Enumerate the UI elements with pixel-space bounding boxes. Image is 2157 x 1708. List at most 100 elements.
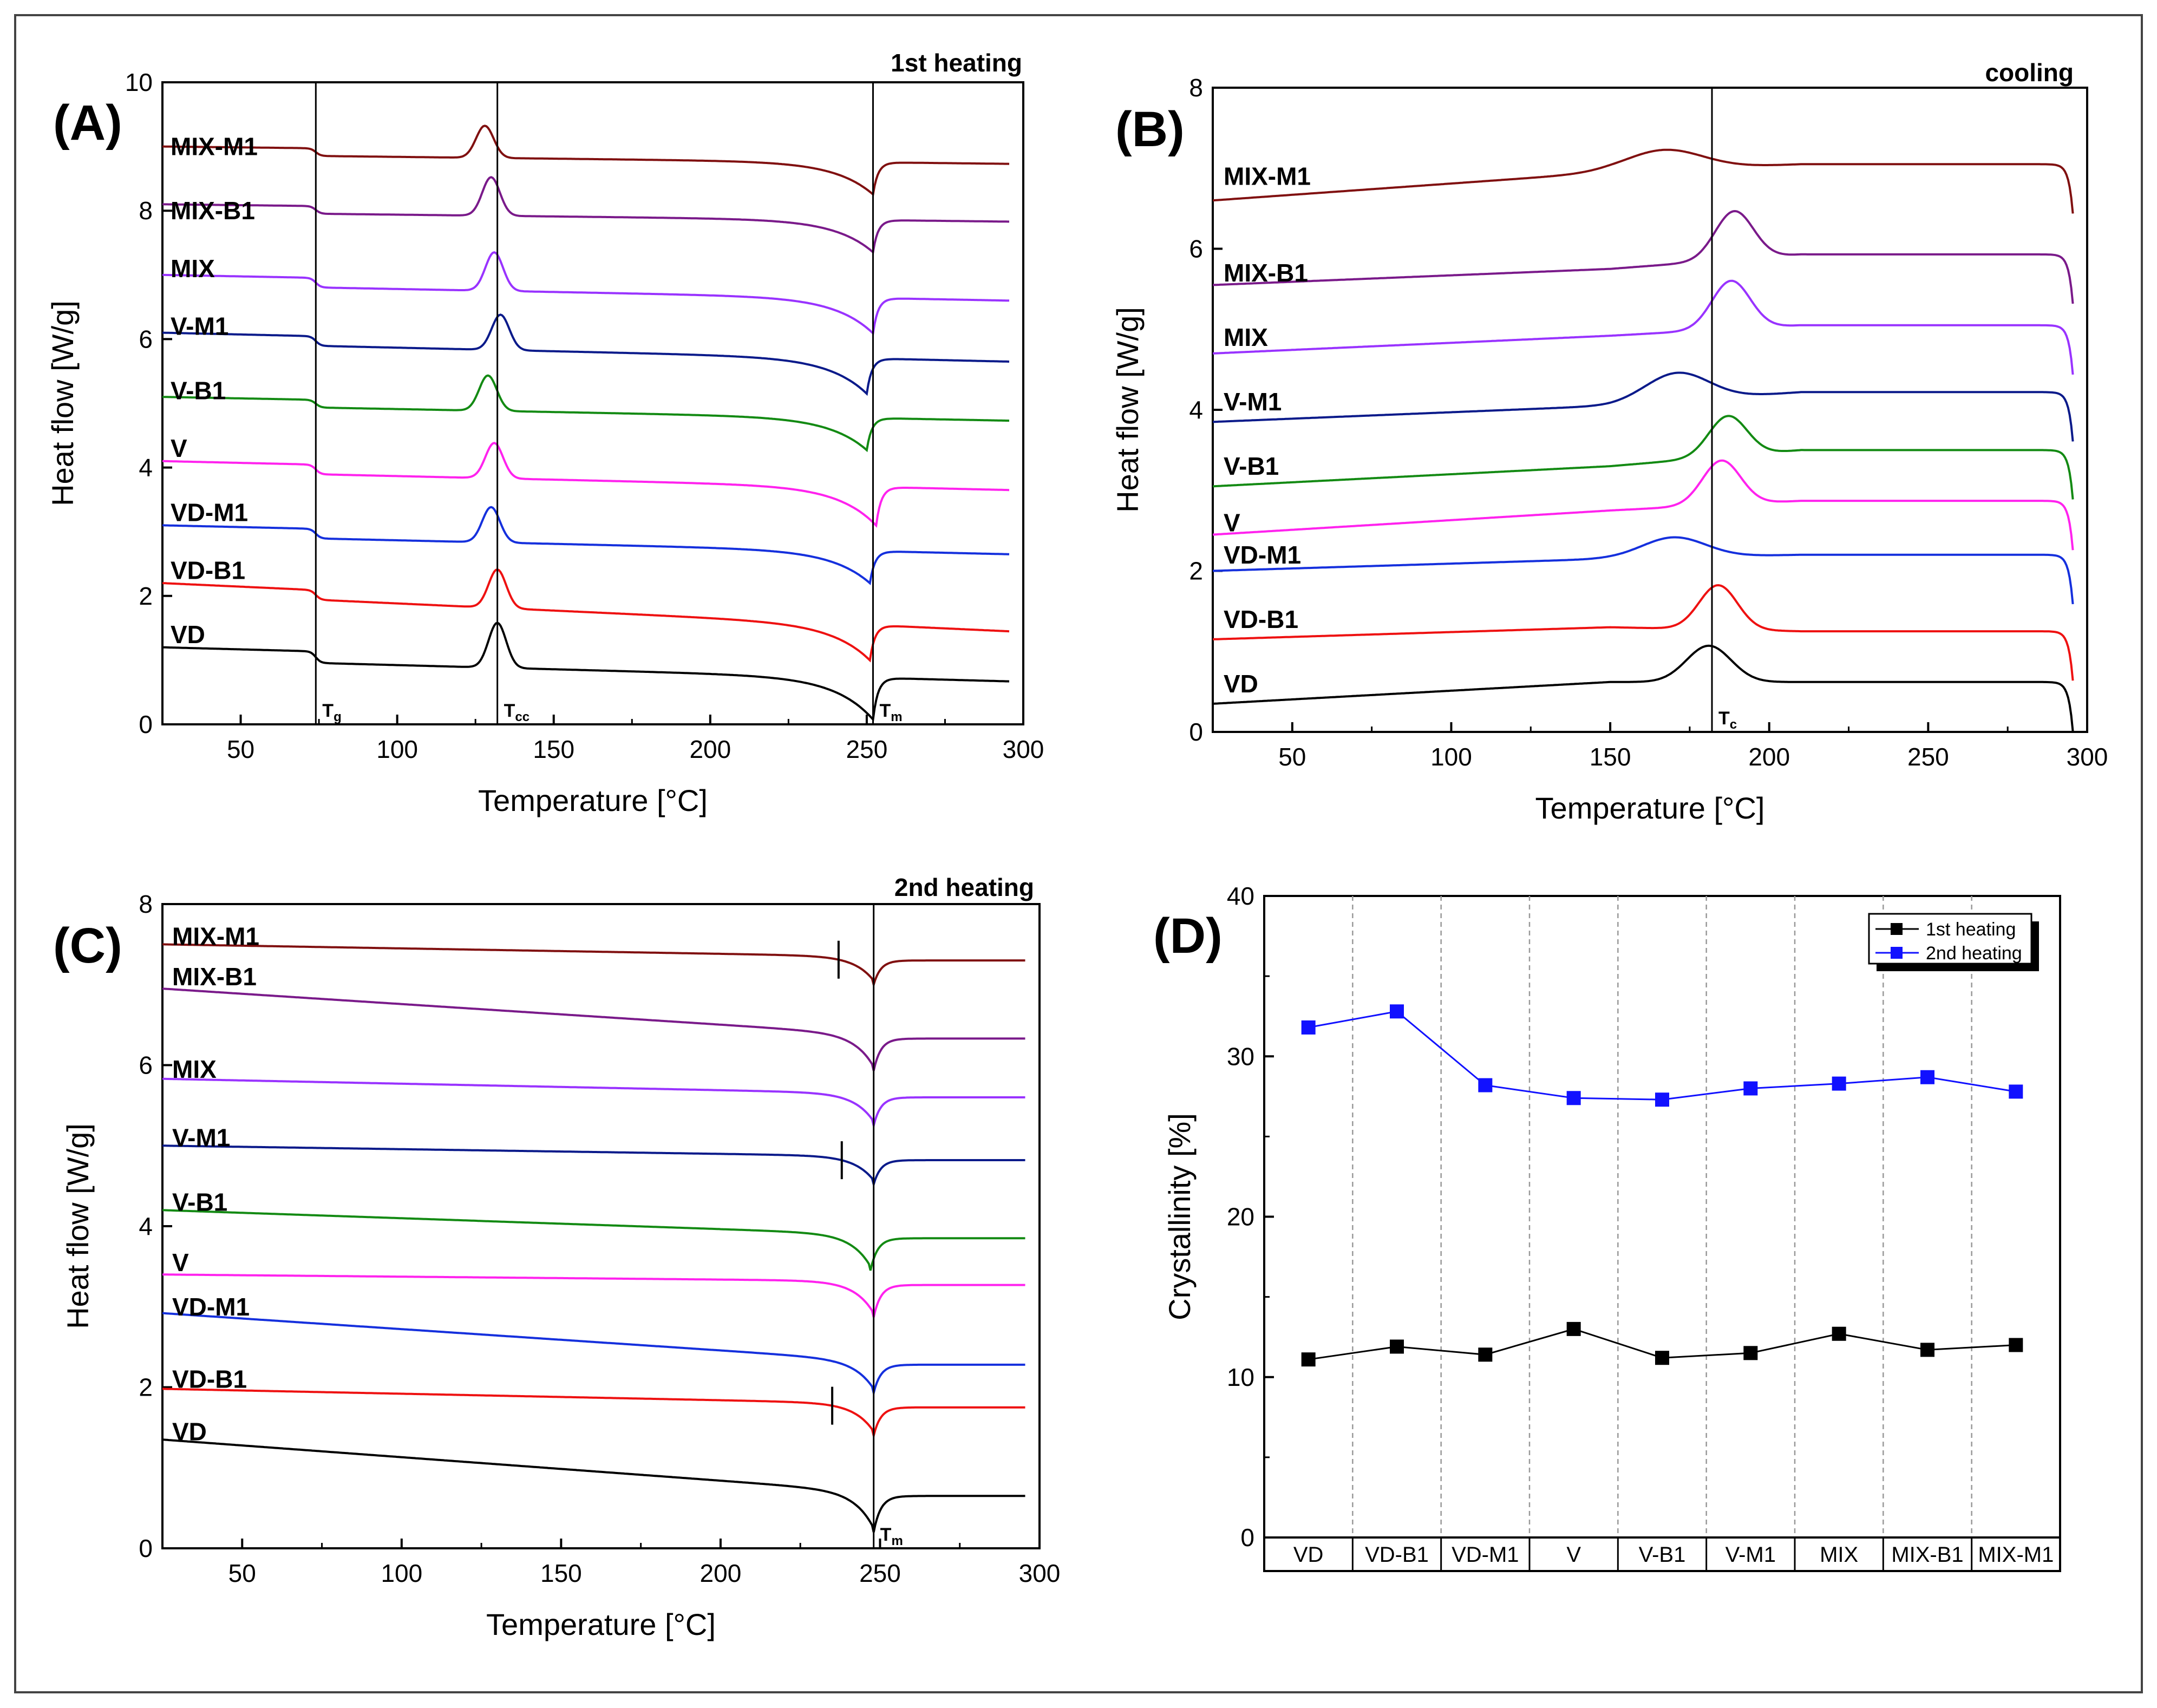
panel-b: 50 100 150 200 250 300 0 2 4 6 8 Temperature [°C] He… [1110, 58, 2108, 825]
d-panel-label: (D) [1153, 908, 1223, 964]
d-y-tick-label: 20 [1227, 1203, 1254, 1231]
a-series-v [162, 442, 1010, 528]
a-panel-label: (A) [53, 95, 122, 150]
d-point-1st-heating-mix-b1 [1920, 1343, 1934, 1357]
a-x-tick-label: 100 [376, 735, 418, 763]
d-point-2nd-heating-mix-b1 [1920, 1070, 1934, 1084]
d-point-2nd-heating-vd-m1 [1478, 1078, 1493, 1092]
d-point-1st-heating-v [1566, 1321, 1581, 1336]
c-panel-label: (C) [53, 918, 122, 973]
b-y-tick-label: 4 [1189, 396, 1203, 424]
d-category-label-vd-m1: VD-M1 [1452, 1543, 1519, 1567]
c-series-label-mix-b1: MIX-B1 [172, 963, 257, 991]
c-x-tick-label: 200 [700, 1559, 742, 1587]
c-plot-frame [161, 903, 1041, 1549]
panel-a: 50 100 150 200 250 300 0 2 4 6 8 10 Temperature [°C]… [45, 49, 1044, 817]
a-series-label-v-b1: V-B1 [171, 376, 226, 404]
d-category-label-v-m1: V-M1 [1725, 1543, 1776, 1567]
b-series-label-v-m1: V-M1 [1224, 388, 1282, 416]
a-y-axis-title: Heat flow [W/g] [45, 300, 80, 506]
c-series-label-vd: VD [172, 1417, 207, 1445]
c-x-tick-label: 300 [1019, 1559, 1061, 1587]
d-point-2nd-heating-v [1566, 1091, 1581, 1105]
b-series-v-m1 [1212, 371, 2074, 442]
a-series-label-v: V [171, 434, 187, 462]
c-y-tick-label: 6 [139, 1051, 153, 1079]
c-series-label-v-m1: V-M1 [172, 1123, 230, 1151]
d-category-label-vd-b1: VD-B1 [1365, 1543, 1429, 1567]
a-series-label-vd: VD [171, 620, 205, 649]
d-category-label-mix-b1: MIX-B1 [1891, 1543, 1963, 1567]
c-series-mix-m1 [162, 943, 1025, 989]
c-series-vd [162, 1438, 1025, 1533]
b-series-v [1212, 459, 2074, 551]
a-series-v-m1 [162, 313, 1010, 396]
b-panel-title: cooling [1985, 58, 2074, 87]
a-series-label-mix-m1: MIX-M1 [171, 133, 258, 161]
a-x-tick-label: 300 [1003, 735, 1044, 763]
b-panel-label: (B) [1115, 102, 1185, 157]
b-series-mix [1212, 279, 2074, 375]
a-x-tick-label: 150 [533, 735, 574, 763]
c-series-label-v: V [172, 1248, 189, 1277]
d-legend-marker-2nd-heating [1891, 947, 1903, 959]
c-series-vd-m1 [162, 1312, 1025, 1397]
b-x-axis-title: Temperature [°C] [1535, 791, 1765, 825]
b-series-vd [1212, 644, 2074, 732]
a-y-tick-label: 2 [139, 582, 153, 610]
d-point-1st-heating-v-b1 [1655, 1351, 1669, 1365]
b-series-label-mix-m1: MIX-M1 [1224, 162, 1311, 191]
c-series-v-b1 [162, 1209, 1025, 1271]
d-y-axis-title: Crystallinity [%] [1162, 1113, 1197, 1320]
d-category-label-mix-m1: MIX-M1 [1978, 1543, 2054, 1567]
d-point-2nd-heating-mix [1832, 1076, 1846, 1091]
c-series-label-mix: MIX [172, 1055, 217, 1083]
a-series-v-b1 [162, 374, 1010, 453]
d-point-1st-heating-mix-m1 [2009, 1338, 2023, 1352]
d-point-2nd-heating-mix-m1 [2009, 1084, 2023, 1099]
c-x-tick-label: 150 [540, 1559, 582, 1587]
b-x-tick-label: 250 [1907, 743, 1949, 771]
b-series-label-mix-b1: MIX-B1 [1224, 259, 1308, 287]
d-point-2nd-heating-v-b1 [1655, 1092, 1669, 1107]
c-series-label-vd-b1: VD-B1 [172, 1365, 247, 1393]
d-legend-label-1st-heating: 1st heating [1926, 919, 2016, 940]
b-series-vd-b1 [1212, 584, 2074, 681]
b-y-tick-label: 2 [1189, 557, 1203, 585]
b-x-tick-label: 100 [1430, 743, 1472, 771]
c-y-tick-label: 4 [139, 1212, 153, 1240]
a-series-vd-m1 [162, 506, 1010, 585]
d-category-label-mix: MIX [1820, 1543, 1858, 1567]
a-series-label-mix-b1: MIX-B1 [171, 197, 255, 225]
b-transition-label-c: Tc [1718, 708, 1737, 732]
a-transition-label-g: Tg [322, 701, 341, 724]
c-series-v-m1 [162, 1144, 1025, 1188]
b-series-mix-m1 [1212, 148, 2074, 214]
b-y-tick-label: 8 [1189, 74, 1203, 102]
c-y-tick-label: 0 [139, 1534, 153, 1562]
b-series-label-vd-b1: VD-B1 [1224, 605, 1298, 633]
b-series-label-v-b1: V-B1 [1224, 452, 1279, 480]
a-series-mix [162, 251, 1010, 336]
d-y-tick-label: 30 [1227, 1042, 1254, 1070]
b-x-tick-label: 200 [1748, 743, 1790, 771]
a-series-label-v-m1: V-M1 [171, 312, 228, 341]
c-panel-title: 2nd heating [894, 873, 1034, 901]
a-series-label-vd-b1: VD-B1 [171, 556, 245, 584]
a-series-vd [162, 621, 1010, 722]
d-series-line-2nd-heating [1308, 1010, 2016, 1101]
panel-c: 50 100 150 200 250 300 0 2 4 6 8 Temperature [°C] He… [53, 873, 1060, 1641]
c-series-v [162, 1273, 1025, 1318]
d-point-2nd-heating-v-m1 [1743, 1081, 1758, 1096]
a-series-vd-b1 [162, 568, 1010, 663]
c-series-label-v-b1: V-B1 [172, 1188, 227, 1216]
a-x-tick-label: 50 [227, 735, 254, 763]
c-x-tick-label: 100 [381, 1559, 422, 1587]
a-series-label-mix: MIX [171, 254, 215, 283]
d-legend-marker-1st-heating [1891, 923, 1903, 935]
d-point-1st-heating-v-m1 [1743, 1346, 1758, 1360]
b-y-axis-title: Heat flow [W/g] [1110, 307, 1145, 513]
c-x-tick-label: 250 [859, 1559, 901, 1587]
b-series-label-mix: MIX [1224, 323, 1268, 351]
d-plot-frame [1263, 895, 2061, 1539]
